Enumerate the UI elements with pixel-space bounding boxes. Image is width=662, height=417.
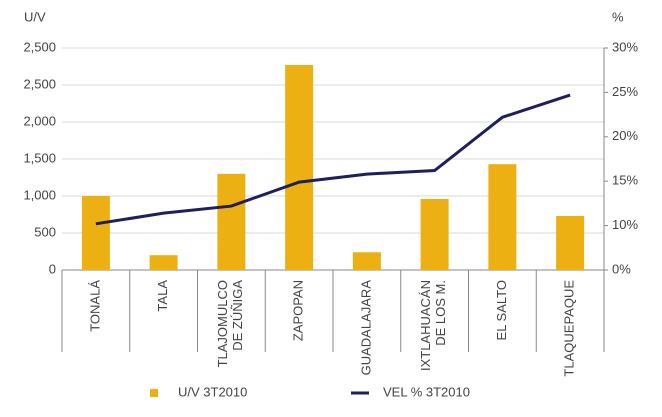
- legend-label: U/V 3T2010: [178, 384, 247, 399]
- legend-label: VEL % 3T2010: [383, 384, 470, 399]
- y2-tick-label: 0%: [612, 261, 631, 276]
- bar: [352, 252, 381, 270]
- y-tick-label: 1,500: [23, 150, 56, 165]
- x-tick-label: IXTLAHUACÁNDE LOS M.: [419, 280, 449, 371]
- x-tick-label: ZAPOPAN: [291, 280, 306, 341]
- x-tick-label: TLAQUEPAQUE: [562, 280, 577, 377]
- x-tick-label: TONALÁ: [87, 280, 102, 332]
- y2-tick-label: 15%: [612, 173, 638, 188]
- y-tick-label: 500: [34, 224, 56, 239]
- y-tick-label: 0: [49, 261, 56, 276]
- y-tick-label: 2,500: [23, 76, 56, 91]
- y-axis-label: U/V: [24, 9, 46, 24]
- bar: [149, 255, 178, 270]
- y2-tick-label: 10%: [612, 217, 638, 232]
- bar: [81, 196, 110, 270]
- y-tick-label: 1,000: [23, 187, 56, 202]
- bar: [488, 164, 517, 270]
- x-tick-label: GUADALAJARA: [358, 280, 373, 376]
- x-tick-label: TLAJOMULCODE ZÚÑIGA: [215, 280, 245, 368]
- y2-axis-label: %: [612, 9, 624, 24]
- y2-tick-label: 25%: [612, 84, 638, 99]
- line: [95, 93, 571, 226]
- x-tick-label: TALA: [155, 280, 170, 312]
- legend-swatch: [150, 389, 158, 397]
- bar: [285, 65, 314, 271]
- bar: [556, 215, 585, 270]
- y-tick-label: 2,000: [23, 113, 56, 128]
- y2-tick-label: 30%: [612, 39, 638, 54]
- x-tick-label: EL SALTO: [494, 280, 509, 340]
- bar: [217, 173, 246, 270]
- y-tick-label: 2,500: [23, 39, 56, 54]
- bar: [420, 198, 449, 270]
- y2-tick-label: 20%: [612, 128, 638, 143]
